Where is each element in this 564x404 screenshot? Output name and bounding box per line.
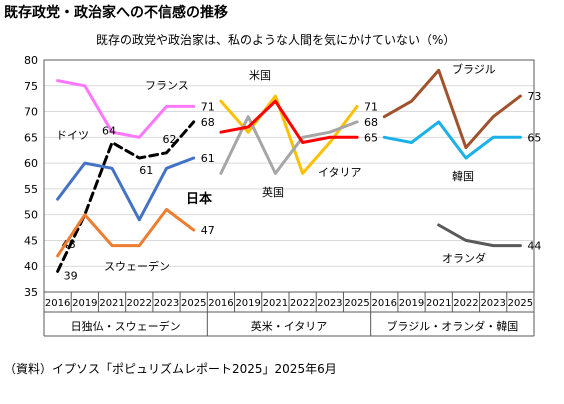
series-line — [56, 208, 196, 258]
series-label: イタリア — [318, 166, 362, 179]
y-tick-label: 60 — [24, 157, 38, 170]
x-tick-label: 2022 — [453, 298, 478, 309]
x-tick-label: 2021 — [426, 298, 451, 309]
series-label: オランダ — [442, 251, 486, 265]
x-tick-label: 2023 — [317, 298, 342, 309]
data-label: 61 — [139, 164, 153, 177]
y-tick-label: 70 — [24, 106, 38, 119]
series-line — [219, 115, 359, 175]
x-tick-label: 2021 — [99, 298, 124, 309]
x-tick-label: 2019 — [72, 298, 97, 309]
data-label: 64 — [102, 124, 116, 137]
data-label: 44 — [527, 240, 541, 253]
series-line — [437, 223, 522, 248]
chart-subtitle: 既存の政党や政治家は、私のような人間を気にかけていない（%） — [96, 33, 456, 47]
y-tick-label: 45 — [24, 234, 38, 247]
data-label: 47 — [201, 224, 215, 237]
x-tick-label: 2025 — [508, 298, 533, 309]
group-label: 日独仏・スウェーデン — [71, 319, 181, 333]
x-tick-label: 2022 — [290, 298, 315, 309]
group-label: ブラジル・オランダ・韓国 — [386, 319, 518, 333]
y-tick-label: 75 — [24, 80, 38, 93]
y-tick-label: 65 — [24, 131, 38, 144]
data-label: 62 — [163, 133, 177, 146]
chart-title: 既存政党・政治家への不信感の推移 — [4, 5, 228, 21]
series-label: 英国 — [262, 185, 284, 199]
data-label: 65 — [364, 131, 378, 144]
x-tick-label: 2023 — [154, 298, 179, 309]
data-label: 68 — [364, 116, 378, 129]
source-note: （資料）イプソス「ポピュリズムレポート2025」2025年6月 — [4, 362, 337, 376]
data-label: 71 — [364, 100, 378, 113]
x-tick-label: 2016 — [45, 298, 70, 309]
data-label: 65 — [527, 131, 541, 144]
x-tick-label: 2016 — [372, 298, 397, 309]
x-tick-label: 2023 — [480, 298, 505, 309]
x-tick-label: 2025 — [181, 298, 206, 309]
data-label: 73 — [527, 90, 541, 103]
data-label: 68 — [201, 116, 215, 129]
y-tick-label: 35 — [24, 286, 38, 299]
series-label: スウェーデン — [104, 259, 170, 273]
series-label: 韓国 — [452, 170, 474, 183]
x-tick-label: 2025 — [344, 298, 369, 309]
series-line — [382, 68, 522, 150]
y-tick-label: 80 — [24, 54, 38, 67]
y-tick-label: 40 — [24, 260, 38, 273]
y-tick-label: 50 — [24, 209, 38, 222]
data-label: 71 — [201, 100, 215, 113]
series-line — [56, 79, 196, 139]
series-line — [219, 94, 359, 175]
data-label: 48 — [62, 238, 76, 251]
series-label: 日本 — [186, 191, 212, 207]
x-tick-label: 2022 — [127, 298, 152, 309]
x-tick-label: 2021 — [263, 298, 288, 309]
x-tick-label: 2019 — [235, 298, 260, 309]
series-label: フランス — [145, 79, 189, 92]
series-line — [219, 99, 359, 144]
x-tick-label: 2019 — [399, 298, 424, 309]
y-tick-label: 55 — [24, 183, 38, 196]
data-label: 61 — [201, 152, 215, 165]
data-label: 39 — [64, 269, 78, 282]
series-line — [56, 156, 196, 222]
group-label: 英米・イタリア — [251, 319, 328, 333]
series-label: 米国 — [249, 69, 271, 82]
series-line — [382, 120, 522, 160]
series-label: ブラジル — [452, 62, 496, 76]
x-tick-label: 2016 — [208, 298, 233, 309]
series-label: ドイツ — [56, 129, 89, 142]
